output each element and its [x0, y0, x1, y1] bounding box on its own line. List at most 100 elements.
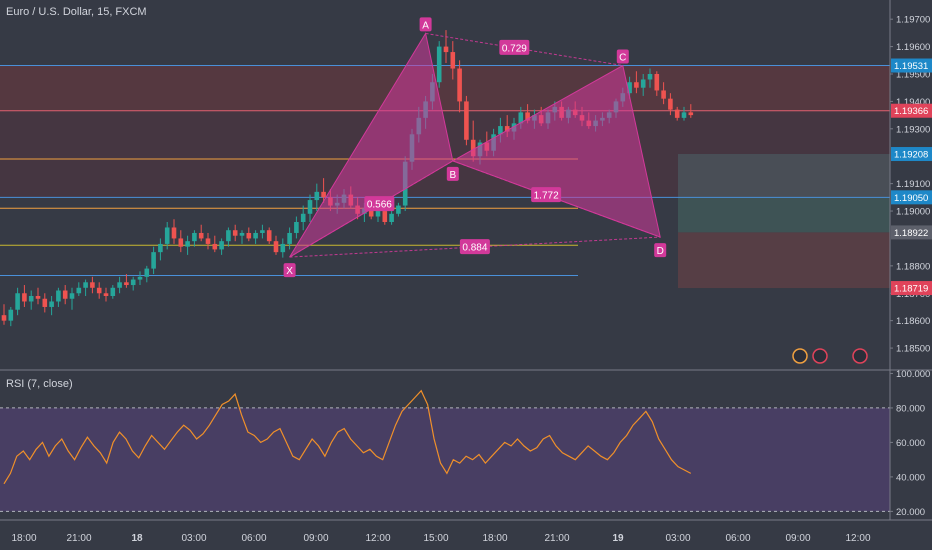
- rsi-band: [0, 407, 890, 512]
- ratio-line-ac: [425, 32, 623, 66]
- symbol-title: Euro / U.S. Dollar, 15, FXCM: [6, 6, 147, 18]
- candle-body: [15, 293, 20, 310]
- price-badge: [891, 58, 932, 73]
- time-tick-label: 06:00: [241, 533, 266, 544]
- price-badge: [891, 281, 932, 296]
- candle-body: [300, 213, 306, 222]
- candle-body: [69, 293, 75, 299]
- pattern-point-b-badge: [446, 166, 459, 181]
- ratio-label: 0.729: [502, 43, 527, 54]
- candle-body: [8, 309, 14, 321]
- candle-body: [654, 74, 660, 91]
- candle-body: [56, 290, 61, 302]
- event-flag-icon: [852, 348, 868, 364]
- event-flag-icon: [812, 348, 828, 364]
- candle-body: [321, 191, 326, 198]
- price-badge-label: 1.18719: [894, 284, 928, 295]
- candle-body: [627, 82, 632, 94]
- candle-body: [212, 243, 218, 250]
- candle-body: [518, 112, 524, 124]
- candle-body: [171, 227, 177, 239]
- rsi-tick-label: 20.000: [896, 507, 925, 518]
- rsi-tick-label: 60.000: [896, 438, 925, 449]
- price-tick-label: 1.18600: [896, 316, 930, 327]
- price-badge: [891, 147, 932, 162]
- candle-body: [151, 252, 156, 269]
- candle-body: [35, 296, 41, 299]
- price-badge-label: 1.19531: [894, 61, 928, 72]
- time-tick-label: 03:00: [665, 533, 690, 544]
- candle-body: [294, 222, 299, 233]
- candle-body: [640, 79, 646, 88]
- time-tick-label: 19: [612, 533, 624, 544]
- event-flag-icon: [792, 348, 808, 364]
- price-tick-label: 1.19000: [896, 207, 930, 218]
- price-tick-label: 1.18500: [896, 344, 930, 355]
- candle-body: [205, 238, 211, 244]
- candle-body: [389, 213, 394, 222]
- pattern-point-c: C: [619, 53, 626, 64]
- candle-body: [382, 211, 388, 222]
- price-tick-label: 1.19300: [896, 124, 930, 135]
- time-tick-label: 21:00: [66, 533, 91, 544]
- candle-body: [450, 52, 456, 69]
- price-tick-label: 1.19500: [896, 70, 930, 81]
- candle-body: [681, 112, 687, 118]
- price-tick-label: 1.19400: [896, 97, 930, 108]
- candle-body: [1, 315, 7, 321]
- pattern-point-a-badge: [419, 17, 432, 32]
- ratio-badge: [499, 39, 530, 55]
- candle-body: [192, 232, 197, 242]
- time-tick-label: 12:00: [365, 533, 390, 544]
- rsi-title: RSI (7, close): [6, 378, 73, 390]
- rsi-tick-label: 40.000: [896, 472, 925, 483]
- price-badge: [891, 190, 932, 205]
- pattern-point-c-badge: [616, 49, 629, 64]
- price-tick-label: 1.19600: [896, 42, 930, 53]
- price-tick-label: 1.19700: [896, 15, 930, 26]
- candle-body: [22, 293, 27, 302]
- candle-body: [246, 232, 252, 239]
- candle-body: [198, 232, 204, 239]
- candle-body: [144, 268, 150, 277]
- candle-body: [117, 282, 122, 288]
- candle-body: [253, 232, 258, 239]
- ratio-badge: [364, 196, 395, 212]
- candle-body: [62, 290, 68, 299]
- candle-body: [525, 112, 530, 121]
- pattern-point-d: D: [657, 246, 664, 257]
- candle-body: [76, 287, 82, 294]
- ratio-label: 1.772: [534, 191, 559, 202]
- resistance-zone-top: [0, 65, 890, 111]
- stop-zone: [678, 232, 890, 289]
- candle-body: [103, 293, 109, 296]
- candle-body: [239, 232, 245, 236]
- candle-body: [674, 109, 680, 118]
- candle-body: [266, 230, 272, 242]
- candle-body: [280, 243, 286, 253]
- candle-body: [273, 241, 279, 253]
- candle-body: [96, 287, 102, 294]
- candle-body: [124, 282, 129, 286]
- candle-body: [307, 200, 313, 214]
- candle-body: [661, 90, 666, 99]
- ratio-badge: [531, 187, 562, 203]
- price-badge-label: 1.19366: [894, 106, 928, 117]
- time-tick-label: 06:00: [725, 533, 750, 544]
- candle-body: [226, 230, 231, 242]
- time-tick-label: 12:00: [845, 533, 870, 544]
- candle-body: [164, 227, 170, 244]
- rsi-line: [3, 389, 692, 485]
- candle-body: [49, 301, 54, 307]
- price-tick-label: 1.19100: [896, 179, 930, 190]
- candle-body: [219, 241, 224, 250]
- candle-body: [158, 243, 163, 253]
- price-tick-label: 1.18800: [896, 261, 930, 272]
- time-tick-label: 18:00: [482, 533, 507, 544]
- ratio-badge: [459, 239, 490, 255]
- candle-body: [396, 205, 401, 214]
- pattern-point-a: A: [422, 20, 429, 31]
- candle-body: [375, 211, 381, 217]
